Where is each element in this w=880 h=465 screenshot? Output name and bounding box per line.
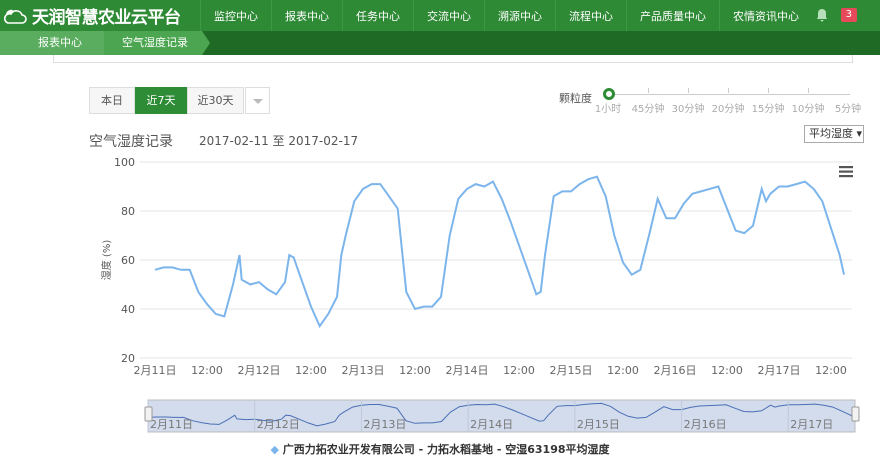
- x-tick-label: 12:00: [503, 364, 535, 377]
- x-tick-label: 2月12日: [238, 364, 281, 377]
- range-today-button[interactable]: 本日: [89, 87, 135, 114]
- navigator-handle[interactable]: [851, 406, 860, 422]
- granularity-label: 颗粒度: [559, 92, 592, 105]
- y-axis-label: 湿度 (%): [100, 240, 113, 281]
- x-tick-label: 12:00: [607, 364, 639, 377]
- nav-monitor[interactable]: 监控中心: [200, 0, 271, 31]
- x-tick-label: 2月16日: [654, 364, 697, 377]
- navigator-tick-label: 2月15日: [577, 418, 620, 431]
- range-30days-button[interactable]: 近30天: [187, 87, 244, 114]
- breadcrumb: 报表中心 空气湿度记录: [0, 31, 880, 55]
- x-tick-label: 12:00: [815, 364, 847, 377]
- chart-menu-icon[interactable]: [839, 166, 853, 178]
- app-title: 天润智慧农业云平台: [32, 8, 181, 28]
- navigator-handle[interactable]: [144, 406, 153, 422]
- granularity-option[interactable]: 45分钟: [631, 104, 665, 115]
- bell-icon[interactable]: [816, 8, 828, 22]
- slider-tick: [768, 88, 769, 93]
- date-range: 2017-02-11 至 2017-02-17: [199, 134, 359, 148]
- slider-tick: [688, 88, 689, 93]
- logo[interactable]: 天润智慧农业云平台: [0, 3, 200, 28]
- legend-marker-icon: ◆: [270, 443, 283, 456]
- y-tick-label: 60: [121, 254, 135, 267]
- nav-news[interactable]: 农情资讯中心: [719, 0, 812, 31]
- nav-workflow[interactable]: 流程中心: [555, 0, 626, 31]
- filter-panel: [53, 55, 853, 63]
- slider-tick: [808, 88, 809, 93]
- x-tick-label: 12:00: [191, 364, 223, 377]
- navigator-series-line: [147, 402, 856, 427]
- range-dropdown-button[interactable]: [245, 87, 270, 114]
- notification-badge[interactable]: 3: [840, 8, 857, 22]
- breadcrumb-reports[interactable]: 报表中心: [0, 31, 104, 55]
- navigator-tick-label: 2月16日: [684, 418, 727, 431]
- top-navbar: 天润智慧农业云平台 监控中心 报表中心 任务中心 交流中心 溯源中心 流程中心 …: [0, 0, 880, 31]
- cloud-leaf-icon: [4, 9, 27, 24]
- chart-legend[interactable]: ◆ 广西力拓农业开发有限公司 - 力拓水稻基地 - 空湿63198平均湿度: [0, 441, 880, 457]
- navigator-tick-label: 2月17日: [790, 418, 833, 431]
- y-tick-label: 100: [114, 156, 135, 169]
- navigator-tick-label: 2月14日: [470, 418, 513, 431]
- granularity-option[interactable]: 30分钟: [671, 104, 705, 115]
- x-tick-label: 12:00: [295, 364, 327, 377]
- navigator-window: [147, 399, 856, 433]
- nav-traceability[interactable]: 溯源中心: [484, 0, 555, 31]
- x-tick-label: 12:00: [711, 364, 743, 377]
- granularity-option[interactable]: 1小时: [594, 104, 622, 115]
- granularity-option[interactable]: 10分钟: [791, 104, 825, 115]
- x-tick-label: 2月11日: [134, 364, 177, 377]
- range-7days-button[interactable]: 近7天: [135, 87, 187, 114]
- granularity-option[interactable]: 5分钟: [834, 104, 862, 115]
- y-tick-label: 80: [121, 205, 135, 218]
- x-tick-label: 2月14日: [446, 364, 489, 377]
- slider-tick: [648, 88, 649, 93]
- granularity-option[interactable]: 15分钟: [751, 104, 785, 115]
- granularity-slider[interactable]: [608, 94, 850, 95]
- granularity-option[interactable]: 20分钟: [711, 104, 745, 115]
- metric-select[interactable]: 平均湿度 ▾: [804, 125, 864, 143]
- slider-tick: [728, 88, 729, 93]
- caret-down-icon: [252, 99, 263, 104]
- granularity-slider-handle[interactable]: [603, 88, 615, 100]
- legend-series-name: 广西力拓农业开发有限公司 - 力拓水稻基地 - 空湿63198平均湿度: [282, 443, 610, 456]
- nav-reports[interactable]: 报表中心: [271, 0, 342, 31]
- navigator-tick-label: 2月11日: [150, 418, 193, 431]
- nav-tasks[interactable]: 任务中心: [342, 0, 413, 31]
- y-tick-label: 20: [121, 352, 135, 365]
- x-tick-label: 2月13日: [342, 364, 385, 377]
- navigator-tick-label: 2月13日: [363, 418, 406, 431]
- y-tick-label: 40: [121, 303, 135, 316]
- navigator-tick-label: 2月12日: [257, 418, 300, 431]
- chart-title: 空气湿度记录: [89, 134, 173, 150]
- nav-quality[interactable]: 产品质量中心: [626, 0, 719, 31]
- x-tick-label: 12:00: [399, 364, 431, 377]
- nav-communication[interactable]: 交流中心: [413, 0, 484, 31]
- x-tick-label: 2月15日: [550, 364, 593, 377]
- breadcrumb-air-humidity: 空气湿度记录: [104, 31, 202, 55]
- series-line: [154, 175, 845, 329]
- x-tick-label: 2月17日: [758, 364, 801, 377]
